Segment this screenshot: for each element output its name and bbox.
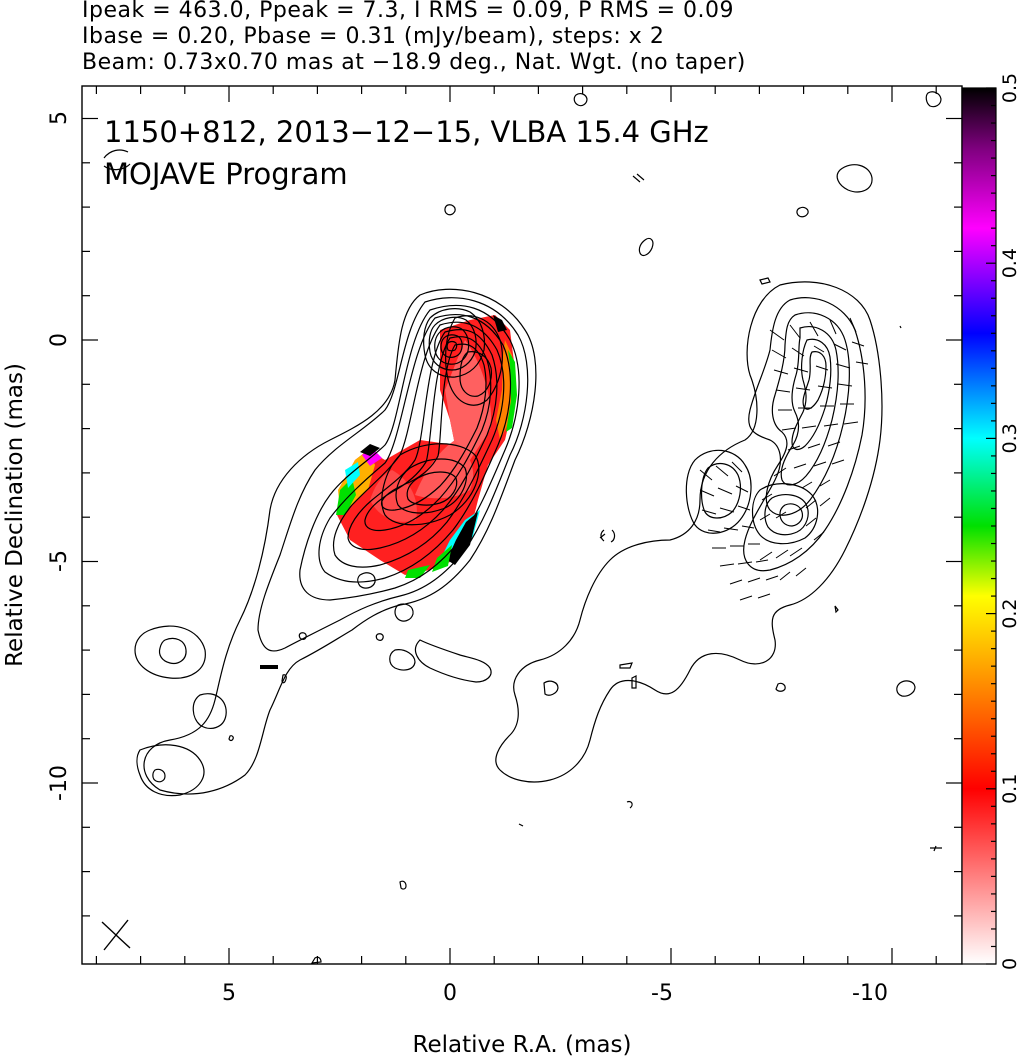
chart-subtitle: MOJAVE Program bbox=[104, 157, 348, 191]
x-tick-labels: 5 0 -5 -10 bbox=[222, 981, 888, 1006]
y-tick-label: -5 bbox=[47, 550, 72, 572]
header-line-2: Ibase = 0.20, Pbase = 0.31 (mJy/beam), s… bbox=[82, 24, 665, 49]
title-contour-fragment bbox=[103, 149, 131, 171]
plot-frame bbox=[81, 85, 963, 965]
y-axis-label: Relative Declination (mas) bbox=[2, 363, 28, 667]
x-tick-label: -5 bbox=[651, 981, 673, 1006]
chart-title: 1150+812, 2013−12−15, VLBA 15.4 GHz bbox=[104, 115, 709, 149]
beam-symbol bbox=[101, 919, 131, 951]
colorbar-tick-label: 0 bbox=[999, 958, 1021, 970]
colorbar-tick-label: 0.1 bbox=[999, 774, 1021, 804]
x-tick-label: -10 bbox=[852, 981, 888, 1006]
evpa-vectors bbox=[699, 317, 869, 601]
colorbar-tick-label: 0.4 bbox=[999, 248, 1021, 278]
colorbar: 0 0.1 0.2 0.3 0.4 0.5 bbox=[961, 73, 1021, 970]
y-tick-label: 5 bbox=[47, 111, 72, 125]
header-line-1: Ipeak = 463.0, Ppeak = 7.3, I RMS = 0.09… bbox=[82, 0, 734, 23]
colorbar-tick-label: 0.3 bbox=[999, 423, 1021, 453]
x-tick-label: 0 bbox=[443, 981, 457, 1006]
axis-ticks bbox=[82, 86, 962, 964]
y-tick-label: -10 bbox=[47, 765, 72, 801]
intensity-contours bbox=[134, 204, 537, 964]
polarized-intensity-contours bbox=[495, 91, 942, 852]
y-tick-label: 0 bbox=[47, 333, 72, 347]
x-axis-label: Relative R.A. (mas) bbox=[413, 1032, 632, 1058]
colorbar-tick-label: 0.2 bbox=[999, 598, 1021, 628]
x-tick-label: 5 bbox=[222, 981, 236, 1006]
colorbar-tick-label: 0.5 bbox=[999, 73, 1021, 103]
y-tick-labels: 5 0 -5 -10 bbox=[47, 111, 72, 801]
header-line-3: Beam: 0.73x0.70 mas at −18.9 deg., Nat. … bbox=[82, 50, 746, 75]
